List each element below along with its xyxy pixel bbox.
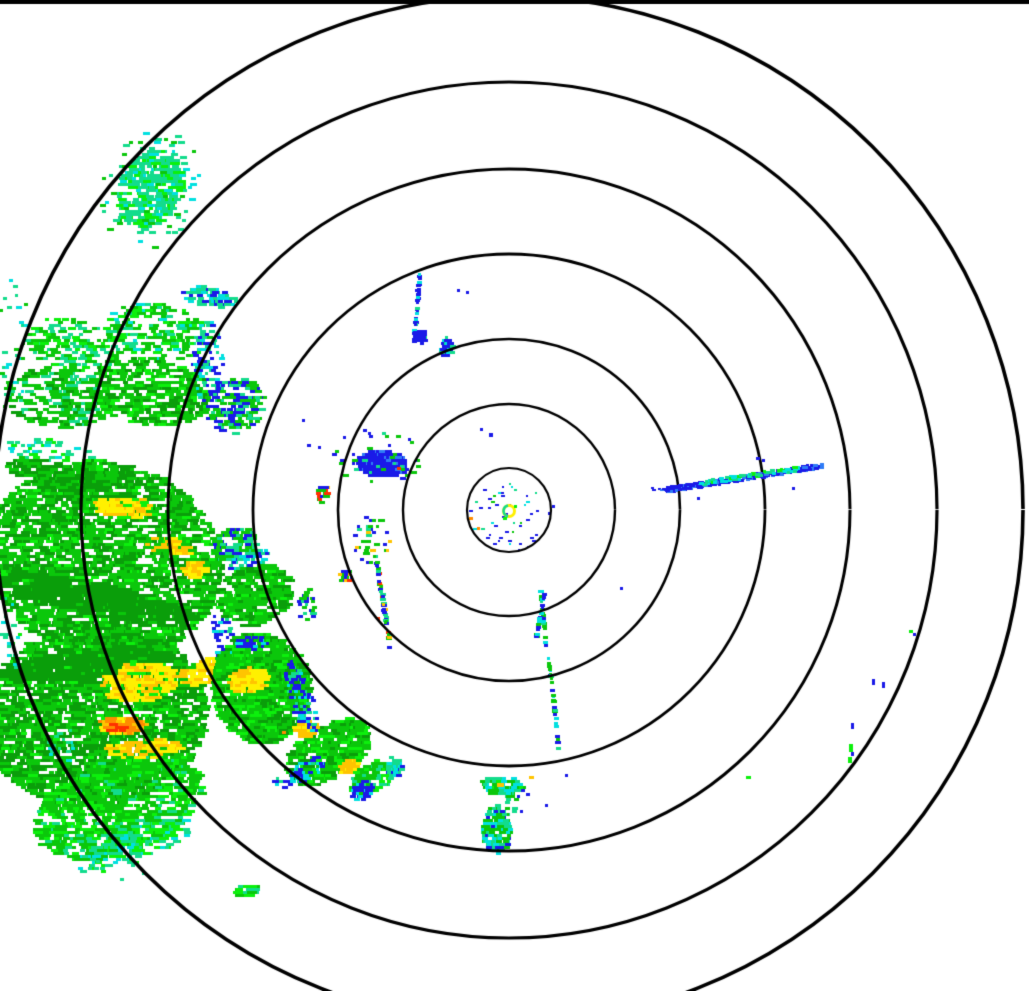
- radar-display: [0, 0, 1029, 991]
- radar-ppi-canvas: [0, 0, 1029, 991]
